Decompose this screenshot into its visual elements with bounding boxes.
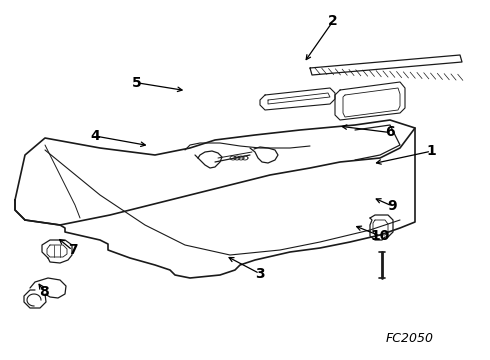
Text: 7: 7: [68, 243, 77, 257]
Text: 9: 9: [387, 199, 397, 213]
Text: FC2050: FC2050: [386, 332, 434, 345]
Text: 1: 1: [426, 144, 436, 158]
Text: 4: 4: [91, 129, 100, 143]
Text: 10: 10: [370, 229, 390, 243]
Text: 8: 8: [39, 285, 49, 298]
Text: 3: 3: [255, 267, 265, 280]
Text: 2: 2: [328, 14, 338, 28]
Text: 5: 5: [132, 76, 142, 90]
Text: 6: 6: [385, 126, 394, 139]
